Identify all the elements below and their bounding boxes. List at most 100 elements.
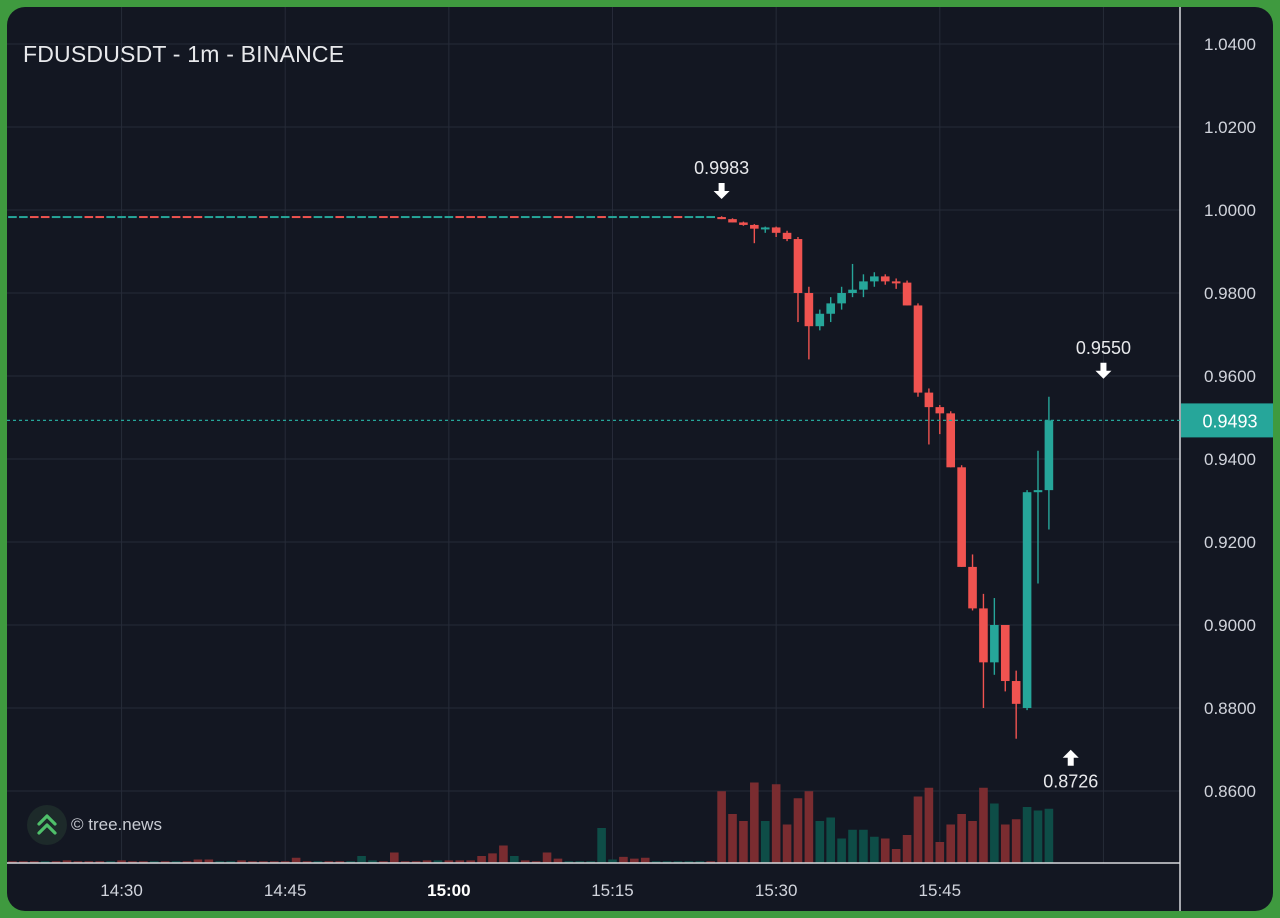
candle — [160, 216, 170, 219]
candle — [1022, 492, 1032, 708]
y-tick-label: 0.8800 — [1204, 699, 1256, 718]
candle — [280, 216, 290, 219]
candle — [8, 216, 17, 219]
candle — [804, 293, 814, 327]
volume-bar — [51, 861, 61, 863]
candle — [913, 305, 923, 393]
candle — [1044, 420, 1054, 491]
price-annotation: 0.8726 — [1043, 772, 1098, 792]
volume-bar — [455, 860, 465, 863]
candle — [848, 289, 857, 293]
candle — [302, 216, 312, 219]
y-tick-label: 0.9800 — [1204, 284, 1256, 303]
volume-bar — [400, 861, 410, 863]
volume-bar — [870, 836, 879, 863]
volume-bar — [40, 861, 50, 863]
candle — [542, 216, 552, 219]
last-price-label-bg — [1181, 403, 1273, 438]
volume-bar — [411, 861, 421, 863]
candle — [597, 216, 606, 219]
candle — [968, 566, 977, 609]
volume-bar — [128, 861, 137, 863]
volume-bar — [706, 861, 715, 863]
volume-bar — [313, 861, 323, 863]
candle — [488, 216, 497, 219]
volume-bar — [739, 821, 748, 863]
candle — [662, 216, 672, 219]
volume-bar — [357, 856, 366, 863]
candle — [368, 216, 377, 219]
volume-bar — [640, 857, 650, 863]
volume-bar — [19, 861, 28, 863]
candle — [466, 216, 475, 219]
candle — [291, 216, 301, 219]
candle — [750, 224, 759, 229]
volume-bar — [619, 856, 628, 863]
candle — [313, 216, 323, 219]
volume-bar — [302, 861, 312, 863]
candle — [455, 216, 465, 219]
candle — [182, 216, 192, 219]
last-price-label: 0.9493 — [1202, 411, 1257, 431]
volume-bar — [946, 824, 956, 863]
volume-bar — [171, 861, 181, 863]
volume-bar — [848, 829, 857, 863]
volume-bar — [662, 861, 672, 863]
candle — [193, 216, 203, 219]
volume-bar — [422, 860, 432, 863]
volume-bar — [564, 861, 574, 863]
volume-bar — [968, 821, 977, 863]
volume-bar — [346, 861, 355, 863]
volume-bar — [477, 856, 486, 863]
volume-bar — [8, 861, 17, 863]
x-tick-label: 14:30 — [100, 881, 143, 900]
volume-bar — [466, 860, 475, 863]
candle — [760, 227, 770, 230]
volume-bar — [771, 784, 781, 863]
volume-bar — [73, 861, 83, 863]
candle — [237, 216, 246, 219]
tree-news-logo-icon — [27, 805, 67, 845]
candle — [106, 216, 115, 219]
x-tick-label: 15:00 — [427, 881, 470, 900]
volume-bar — [542, 852, 552, 863]
y-tick-label: 0.8600 — [1204, 782, 1256, 801]
candle — [739, 222, 748, 225]
y-tick-label: 1.0200 — [1204, 118, 1256, 137]
y-tick-label: 0.9200 — [1204, 533, 1256, 552]
y-tick-label: 0.9000 — [1204, 616, 1256, 635]
candle — [608, 216, 617, 219]
volume-bar — [1011, 819, 1021, 863]
candle — [422, 216, 432, 219]
volume-bar — [760, 821, 770, 863]
candle — [717, 217, 726, 220]
candle — [630, 216, 639, 219]
candle — [40, 216, 50, 219]
volume-bar — [684, 861, 694, 863]
chart-frame: 0.9493 1.0400 1.0200 1.0000 0.9800 0.9600 0.94… — [7, 7, 1273, 911]
candle — [640, 216, 650, 219]
candle — [946, 413, 956, 468]
arrow-down-icon — [1095, 362, 1112, 379]
volume-bar — [913, 796, 923, 863]
candle — [870, 276, 879, 282]
volume-bar — [226, 861, 235, 863]
candlestick-chart[interactable]: 0.9493 1.0400 1.0200 1.0000 0.9800 0.9600 0.94… — [7, 7, 1273, 911]
candle — [357, 216, 366, 219]
candle — [259, 216, 268, 219]
candle — [29, 216, 39, 219]
candle — [62, 216, 72, 219]
candle — [51, 216, 61, 219]
candle — [128, 216, 137, 219]
price-annotation: 0.9550 — [1076, 338, 1131, 358]
candle — [226, 216, 235, 219]
volume-bar — [499, 845, 508, 863]
candle — [19, 216, 28, 219]
volume-bar — [379, 861, 388, 863]
volume-bar — [368, 860, 377, 863]
candle — [117, 216, 126, 219]
y-tick-label: 1.0400 — [1204, 35, 1256, 54]
candle — [73, 216, 83, 219]
volume-bar — [1044, 808, 1054, 863]
candle — [837, 293, 846, 304]
